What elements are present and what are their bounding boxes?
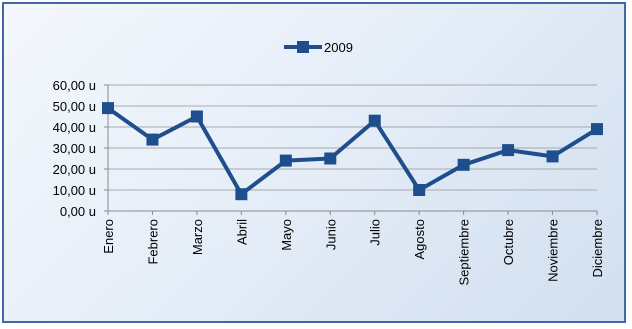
data-point: [546, 150, 559, 163]
series-line: [106, 106, 599, 197]
x-tick-label: Mayo: [279, 219, 294, 251]
x-tick-label: Junio: [323, 219, 338, 250]
y-tick-label: 0,00 u: [60, 204, 96, 219]
y-tick-label: 40,00 u: [53, 120, 96, 135]
legend: 2009: [284, 40, 353, 55]
y-tick-label: 60,00 u: [53, 78, 96, 93]
data-point: [457, 158, 470, 171]
data-point: [502, 144, 515, 157]
data-point: [235, 188, 248, 201]
data-point: [368, 114, 381, 127]
x-tick-labels: Enero Febrero Marzo Abril Mayo Junio Julio Agos…: [101, 219, 605, 286]
x-tick-label: Marzo: [190, 219, 205, 255]
legend-label: 2009: [324, 40, 353, 55]
data-point: [102, 102, 114, 115]
data-point: [146, 133, 159, 146]
axes: [104, 84, 598, 215]
y-tick-labels: 0,00 u 10,00 u 20,00 u 30,00 u 40,00 u 50,00 …: [53, 78, 96, 219]
y-tick-label: 20,00 u: [53, 162, 96, 177]
y-tick-label: 50,00 u: [53, 99, 96, 114]
y-tick-label: 10,00 u: [53, 183, 96, 198]
x-tick-label: Julio: [368, 219, 383, 246]
legend-marker: [297, 41, 309, 53]
data-point: [591, 123, 603, 136]
x-tick-label: Febrero: [145, 219, 160, 265]
x-tick-label: Agosto: [412, 219, 427, 259]
x-tick-label: Septiembre: [457, 219, 472, 285]
data-point: [279, 154, 292, 167]
grid-lines: [108, 84, 597, 191]
series-2009: [102, 102, 603, 201]
data-point: [413, 184, 426, 196]
data-point: [324, 152, 337, 165]
x-tick-label: Enero: [101, 219, 116, 254]
chart-frame: [2, 2, 626, 323]
x-tick-label: Noviembre: [546, 219, 561, 282]
x-tick-label: Abril: [234, 219, 249, 245]
x-tick-label: Octubre: [501, 219, 516, 265]
y-tick-label: 30,00 u: [53, 141, 96, 156]
data-point: [190, 110, 203, 123]
x-tick-label: Diciembre: [590, 219, 605, 278]
